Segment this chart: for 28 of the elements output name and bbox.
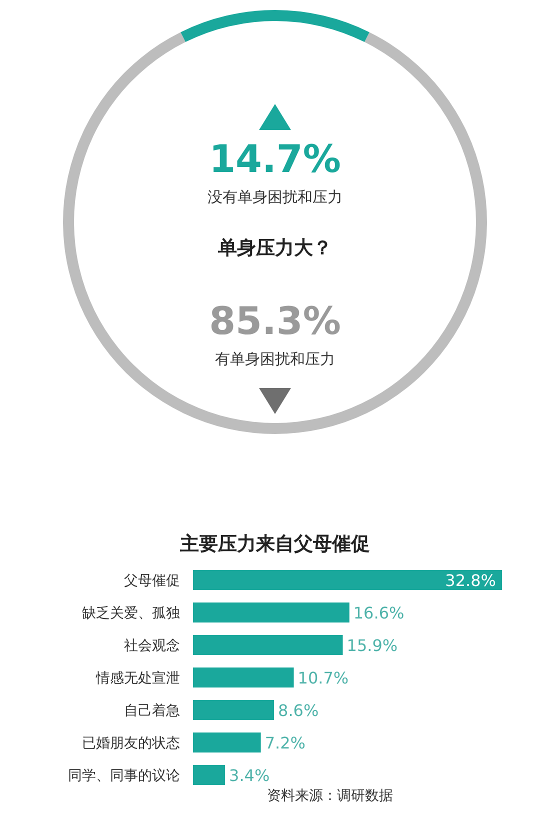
- text: 单身压力大？: [217, 237, 332, 259]
- y-tick-label: 同学、同事的议论: [68, 768, 180, 784]
- bar: [193, 602, 350, 622]
- y-tick-label: 社会观念: [124, 638, 180, 654]
- data-label: 32.8%: [445, 571, 496, 590]
- bar: [193, 668, 294, 688]
- data-label: 7.2%: [264, 734, 306, 752]
- data-label: 14.7%: [209, 137, 341, 181]
- data-label: 85.3%: [209, 299, 341, 343]
- bar: [193, 765, 226, 785]
- data-label: 10.7%: [298, 668, 349, 688]
- slice-label: 没有单身困扰和压力: [208, 188, 342, 206]
- data-label: 16.6%: [353, 604, 404, 622]
- y-tick-label: 缺乏关爱、孤独: [82, 606, 180, 622]
- data-label: 3.4%: [229, 766, 270, 785]
- slice-label: 有单身困扰和压力: [215, 350, 335, 368]
- data-label: 15.9%: [346, 636, 398, 655]
- data-label: 8.6%: [278, 701, 319, 720]
- bar: [193, 635, 343, 655]
- chart-title: 主要压力来自父母催促: [179, 533, 370, 555]
- bar: [193, 732, 261, 752]
- annotation: 资料来源：调研数据: [267, 788, 393, 804]
- y-tick-label: 父母催促: [124, 573, 180, 589]
- y-tick-label: 情感无处宣泄: [95, 670, 180, 686]
- y-tick-label: 已婚朋友的状态: [82, 736, 180, 752]
- bar: [193, 700, 274, 720]
- bar: [193, 570, 502, 590]
- y-tick-label: 自己着急: [124, 703, 180, 719]
